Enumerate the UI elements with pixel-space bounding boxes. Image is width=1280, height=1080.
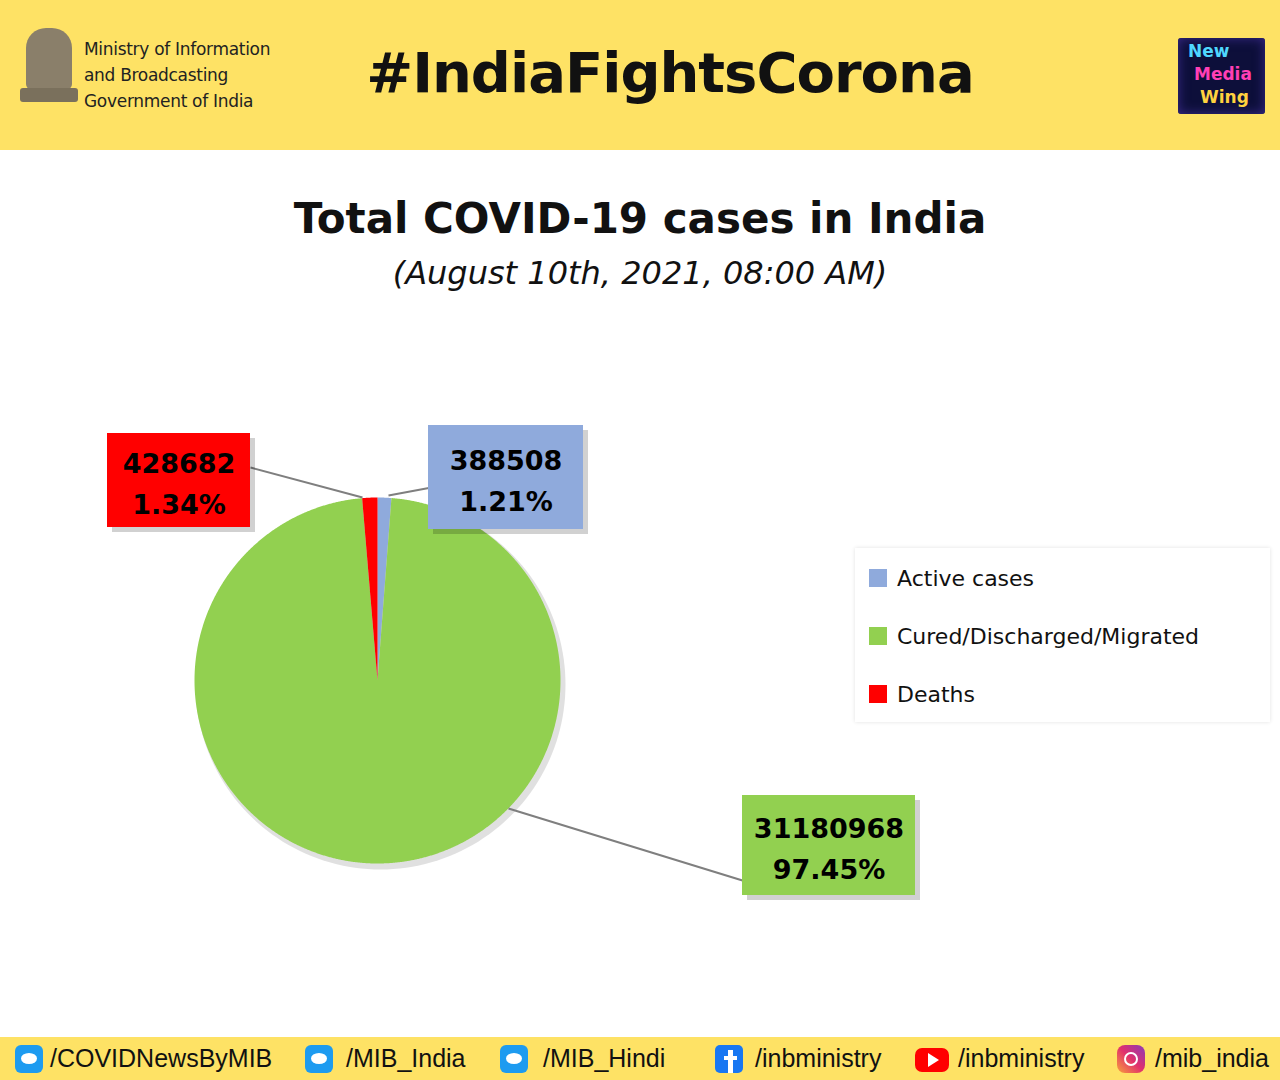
html-text:#IndiaFightsCorona: #IndiaFightsCorona bbox=[366, 40, 974, 105]
html-text:/inbministry: /inbministry bbox=[755, 1044, 882, 1072]
html-text:/mib_india: /mib_india bbox=[1155, 1044, 1269, 1072]
html-text:Media: Media bbox=[1194, 64, 1252, 84]
html-text:/COVIDNewsByMIB: /COVIDNewsByMIB bbox=[50, 1044, 273, 1072]
svg-text:3885081.21%: 3885081.21% bbox=[450, 445, 563, 516]
html-text:Cured/Discharged/Migrated: Cured/Discharged/Migrated bbox=[897, 623, 1200, 649]
html-text:Government of India: Government of India bbox=[84, 91, 254, 111]
html-text:Deaths: Deaths bbox=[897, 681, 975, 707]
html-text:Total COVID-19 cases in India: Total COVID-19 cases in India bbox=[293, 194, 987, 243]
html-text:(August 10th, 2021, 08:00 AM): (August 10th, 2021, 08:00 AM) bbox=[392, 254, 888, 292]
html-text:Ministry of Information: Ministry of Information bbox=[84, 39, 271, 59]
html-text:Active cases: Active cases bbox=[897, 565, 1035, 591]
html-text:/MIB_Hindi: /MIB_Hindi bbox=[543, 1044, 666, 1072]
svg-text:4286821.34%: 4286821.34% bbox=[123, 448, 236, 519]
html-text:and Broadcasting: and Broadcasting bbox=[84, 65, 229, 85]
html-text:Wing: Wing bbox=[1200, 87, 1249, 107]
html-text:New: New bbox=[1188, 41, 1230, 61]
html-text:/MIB_India: /MIB_India bbox=[346, 1044, 466, 1072]
html-text:/inbministry: /inbministry bbox=[958, 1044, 1085, 1072]
svg-text:3118096897.45%: 3118096897.45% bbox=[754, 813, 904, 885]
